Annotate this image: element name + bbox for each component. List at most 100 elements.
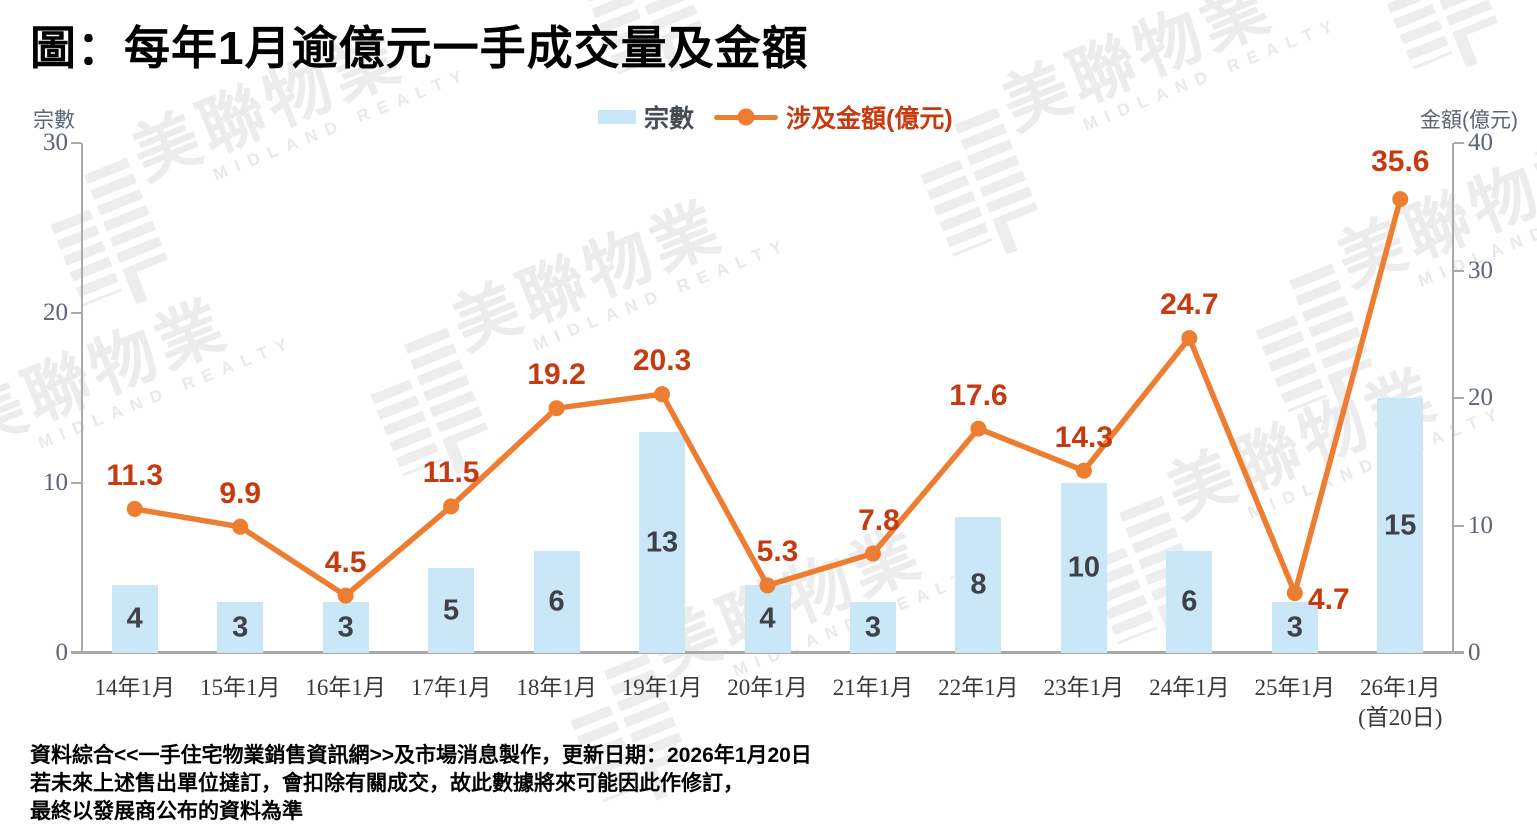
line-value-label: 11.5: [422, 456, 480, 490]
line-value-label: 14.3: [1054, 420, 1114, 454]
line-value-label: 4.5: [324, 545, 367, 579]
plot-area: 0 10 20 30 0 10 20 30 40 4 14年1月 3 15年1月 3 16年1月 5 17年1月…: [43, 129, 1493, 730]
y-tick-label-left: 0: [55, 639, 69, 666]
line-value-label: 20.3: [632, 344, 692, 378]
left-axis-tick-mark: [71, 652, 81, 654]
footer-line: 資料綜合<<一手住宅物業銷售資訊網>>及市場消息製作，更新日期：2026年1月2…: [30, 744, 812, 767]
y-tick-label-left: 10: [43, 469, 68, 496]
bar-value-label: 8: [970, 568, 987, 601]
right-axis-tick-mark: [1454, 652, 1464, 654]
bar-value-label: 3: [864, 611, 882, 643]
line-point-marker: [126, 500, 143, 517]
page-title: 圖：每年1月逾億元一手成交量及金額: [30, 22, 809, 74]
y-tick-label-left: 20: [43, 299, 68, 326]
bar: [428, 568, 475, 653]
bar-value-label: 6: [1181, 585, 1198, 618]
x-category-label: 20年1月: [727, 675, 808, 700]
line-point-marker: [864, 545, 881, 562]
line-value-label: 7.8: [858, 503, 900, 537]
bar-value-label: 10: [1067, 551, 1101, 584]
x-category-label: 14年1月: [94, 675, 175, 700]
line-point-marker: [337, 587, 354, 604]
x-category-label: 23年1月: [1043, 675, 1125, 700]
footer-line: 若未來上述售出單位撻訂，會扣除有關成交，故此數據將來可能因此作修訂，: [30, 772, 744, 795]
x-category-label: 18年1月: [516, 675, 597, 700]
bar: [1271, 602, 1318, 653]
left-axis-tick-mark: [71, 312, 81, 314]
x-category-label: 22年1月: [938, 675, 1019, 700]
bar: [849, 602, 896, 653]
line-value-label: 24.7: [1160, 288, 1219, 322]
right-axis-line: [1452, 143, 1454, 653]
x-category-label: 25年1月: [1254, 675, 1336, 700]
watermark-latin-text: MIDLAND REALTY: [1080, 13, 1344, 135]
line-point-marker: [1181, 330, 1198, 347]
line-point-marker: [1286, 585, 1303, 602]
legend-item-line: 涉及金額(億元): [714, 99, 953, 135]
bar: [533, 551, 580, 653]
watermark-cjk-text: 美聯物業: [992, 0, 1284, 144]
right-axis-tick-mark: [1454, 142, 1464, 144]
y-tick-label-right: 30: [1468, 256, 1493, 284]
bar-value-label: 3: [337, 611, 354, 643]
bar: [744, 585, 791, 653]
line-series: [126, 191, 1409, 604]
legend-line-label: 涉及金額(億元): [786, 105, 953, 133]
y-tick-label-right: 0: [1468, 639, 1481, 666]
y-tick-label-right: 10: [1468, 511, 1493, 539]
line-point-marker: [1075, 462, 1092, 479]
bar-value-label: 6: [548, 585, 565, 618]
bar-value-label: 13: [645, 526, 679, 558]
midland-logo-icon: [0, 417, 13, 595]
legend-bar-label: 宗數: [644, 105, 695, 133]
x-category-label: 26年1月 (首20日): [1358, 675, 1443, 730]
bar: [217, 602, 264, 653]
x-category-label: 15年1月: [199, 675, 281, 700]
legend: 宗數 涉及金額(億元): [598, 99, 953, 135]
left-axis-tick-mark: [71, 142, 81, 144]
bar: [1377, 398, 1424, 653]
line-value-label: 9.9: [219, 476, 262, 510]
left-axis-line: [81, 143, 83, 653]
right-axis-unit-label: 金額(億元): [1420, 109, 1518, 132]
right-axis-tick-mark: [1454, 269, 1464, 272]
midland-logo-icon: [1365, 0, 1518, 90]
line-value-label: 19.2: [527, 358, 586, 392]
left-axis-tick-mark: [71, 482, 81, 484]
footer-note: 資料綜合<<一手住宅物業銷售資訊網>>及市場消息製作，更新日期：2026年1月2…: [30, 742, 812, 826]
line-value-label: 17.6: [949, 378, 1008, 412]
line-value-label: 11.3: [106, 458, 164, 492]
bar-value-label: 4: [126, 602, 143, 635]
bar-value-label: 5: [443, 594, 460, 626]
legend-item-bars: 宗數: [598, 99, 694, 135]
bar-value-label: 4: [759, 602, 776, 635]
line-value-label: 5.3: [756, 535, 799, 569]
line-value-label: 35.6: [1371, 145, 1430, 179]
line-value-label: 4.7: [1307, 583, 1350, 617]
line-point-marker: [654, 386, 671, 403]
y-tick-label-right: 40: [1468, 129, 1493, 156]
line-series-marker-icon: [714, 108, 779, 126]
x-category-label: 17年1月: [410, 675, 492, 700]
line-point-marker: [232, 518, 249, 535]
bar-value-label: 3: [232, 611, 249, 643]
right-axis-tick-mark: [1454, 524, 1464, 527]
bar-series-swatch: [598, 110, 636, 124]
bar: [639, 432, 686, 653]
left-axis-unit-label: 宗數: [33, 109, 75, 132]
footer-line: 最終以發展商公布的資料為準: [30, 800, 303, 823]
line-point-marker: [970, 420, 987, 437]
y-tick-label-left: 30: [43, 129, 68, 156]
right-axis-tick-mark: [1454, 397, 1464, 399]
y-tick-label-right: 20: [1468, 384, 1493, 411]
line-point-marker: [1392, 191, 1409, 208]
bar: [322, 602, 369, 653]
bar: [955, 517, 1002, 653]
line-point-marker: [443, 498, 460, 515]
x-category-label: 21年1月: [832, 675, 914, 700]
bar-value-label: 15: [1384, 509, 1417, 541]
bar-value-label: 3: [1286, 611, 1303, 643]
x-category-label: 16年1月: [305, 675, 386, 700]
bar: [111, 585, 158, 653]
